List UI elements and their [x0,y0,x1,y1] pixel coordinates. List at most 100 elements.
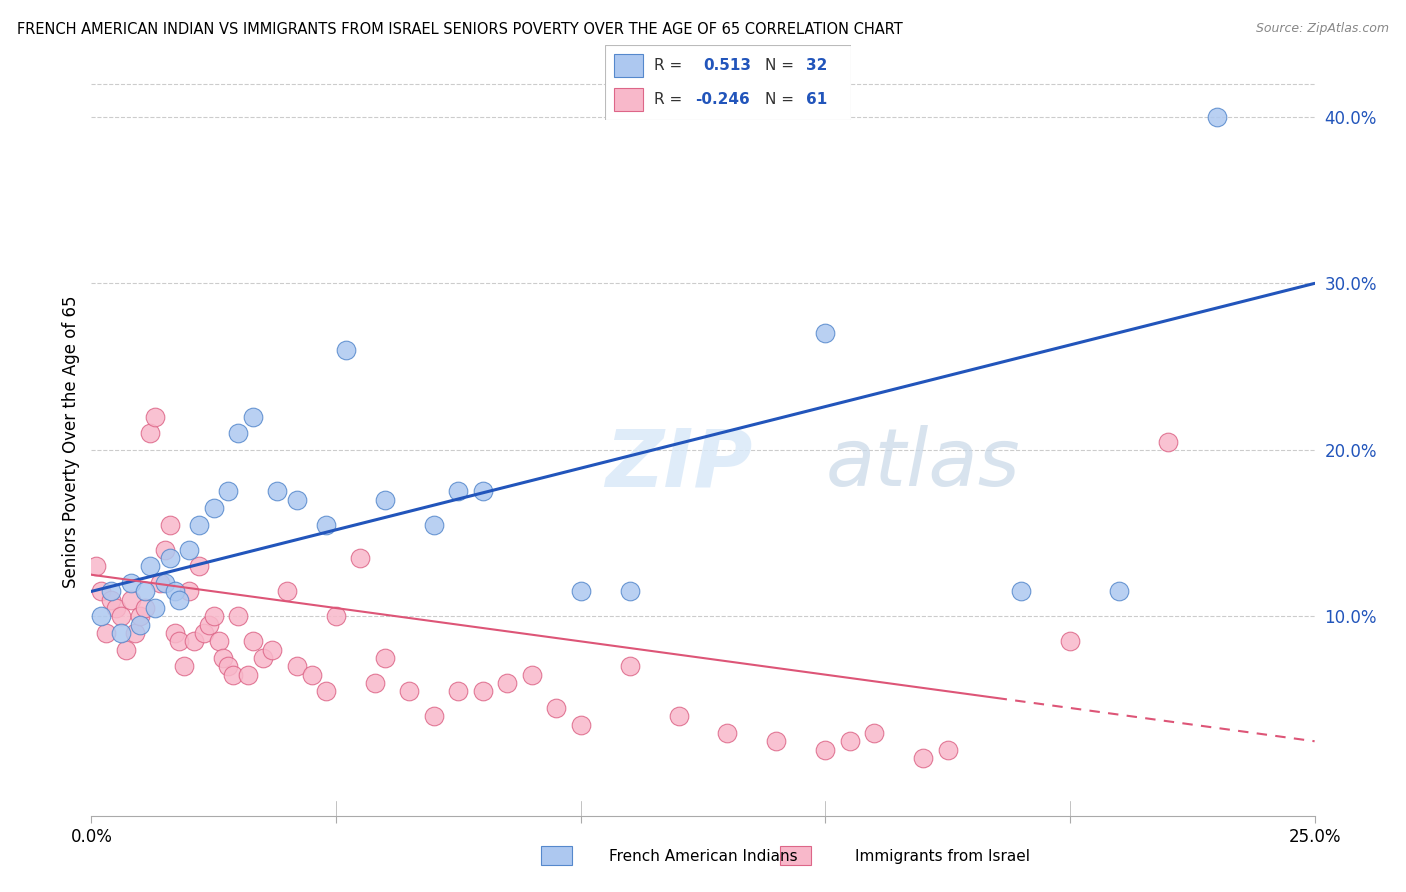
Point [447,684,470,698]
Point [863,726,886,740]
Text: atlas: atlas [825,425,1021,503]
Point [619,584,641,599]
Point [100,592,122,607]
Point [188,517,211,532]
Y-axis label: Seniors Poverty Over the Age of 65: Seniors Poverty Over the Age of 65 [62,295,80,588]
Text: ZIP: ZIP [605,425,752,503]
Point [226,426,249,441]
Point [374,492,396,507]
Text: 61: 61 [807,92,828,107]
Text: 0.513: 0.513 [703,58,751,72]
Point [325,609,347,624]
Point [159,551,181,566]
Point [169,634,191,648]
Bar [780,846,811,865]
Point [398,684,420,698]
Point [202,501,225,516]
Point [236,667,259,681]
Point [179,584,201,599]
Point [546,701,568,715]
Point [143,601,166,615]
Point [423,709,446,723]
Point [349,551,371,566]
Point [285,659,308,673]
Point [134,601,156,615]
Point [226,609,249,624]
Point [212,651,235,665]
Point [1157,434,1180,449]
Point [94,626,117,640]
Point [1059,634,1081,648]
Point [471,484,494,499]
Point [169,592,191,607]
Point [153,542,176,557]
Text: N =: N = [765,92,793,107]
Point [149,576,172,591]
Point [569,717,592,731]
Point [198,617,221,632]
Point [163,584,186,599]
Point [252,651,274,665]
Point [315,517,337,532]
Text: FRENCH AMERICAN INDIAN VS IMMIGRANTS FROM ISRAEL SENIORS POVERTY OVER THE AGE OF: FRENCH AMERICAN INDIAN VS IMMIGRANTS FRO… [17,22,903,37]
Point [124,626,146,640]
Point [276,584,298,599]
Text: Source: ZipAtlas.com: Source: ZipAtlas.com [1256,22,1389,36]
Point [153,576,176,591]
Point [765,734,787,748]
Point [110,626,132,640]
Point [471,684,494,698]
Point [285,492,308,507]
Point [139,559,162,574]
Point [159,517,181,532]
Point [520,667,543,681]
Point [120,592,142,607]
Text: French American Indians: French American Indians [609,849,797,863]
Bar [614,54,643,78]
Point [242,409,264,424]
Text: N =: N = [765,58,793,72]
Point [619,659,641,673]
Point [173,659,195,673]
Text: R =: R = [654,92,682,107]
Point [668,709,690,723]
Point [301,667,323,681]
Point [183,634,205,648]
Point [120,576,142,591]
Point [129,609,152,624]
Point [447,484,470,499]
Point [266,484,288,499]
Point [179,542,201,557]
Point [222,667,245,681]
Point [114,642,136,657]
Point [262,642,284,657]
Bar [614,87,643,111]
Point [423,517,446,532]
Point [814,326,837,341]
Point [188,559,211,574]
Point [315,684,337,698]
Text: Immigrants from Israel: Immigrants from Israel [855,849,1029,863]
Point [163,626,186,640]
Point [90,609,112,624]
Point [364,676,387,690]
Point [1108,584,1130,599]
Point [912,751,935,765]
Point [217,484,239,499]
Text: 32: 32 [807,58,828,72]
Point [207,634,229,648]
Point [202,609,225,624]
Point [139,426,162,441]
Point [84,559,107,574]
Point [814,742,837,756]
Point [1010,584,1032,599]
Point [90,584,112,599]
Point [716,726,738,740]
Text: R =: R = [654,58,682,72]
Point [104,601,127,615]
Point [936,742,959,756]
Point [335,343,357,357]
Point [217,659,239,673]
Point [129,617,152,632]
Point [374,651,396,665]
